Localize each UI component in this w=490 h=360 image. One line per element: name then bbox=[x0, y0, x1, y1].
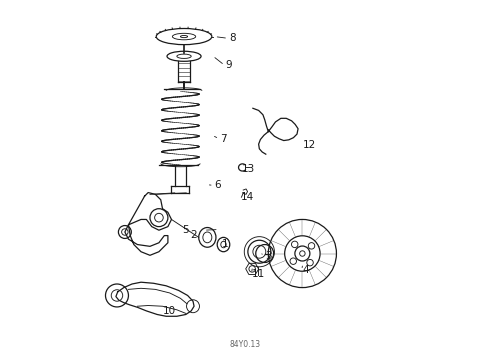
Text: 4: 4 bbox=[302, 265, 309, 275]
Text: 1: 1 bbox=[221, 239, 228, 249]
Text: 3: 3 bbox=[265, 251, 271, 261]
Text: 5: 5 bbox=[182, 225, 189, 235]
Text: 10: 10 bbox=[163, 306, 175, 316]
Text: 11: 11 bbox=[252, 269, 266, 279]
Text: 12: 12 bbox=[302, 140, 316, 150]
Text: 7: 7 bbox=[220, 134, 226, 144]
Text: 6: 6 bbox=[215, 180, 221, 190]
Text: 13: 13 bbox=[242, 164, 255, 174]
Text: 9: 9 bbox=[225, 60, 232, 70]
Text: 14: 14 bbox=[241, 192, 254, 202]
Text: 84Y0.13: 84Y0.13 bbox=[229, 341, 261, 350]
Text: 2: 2 bbox=[191, 230, 197, 239]
Text: 8: 8 bbox=[229, 33, 236, 43]
